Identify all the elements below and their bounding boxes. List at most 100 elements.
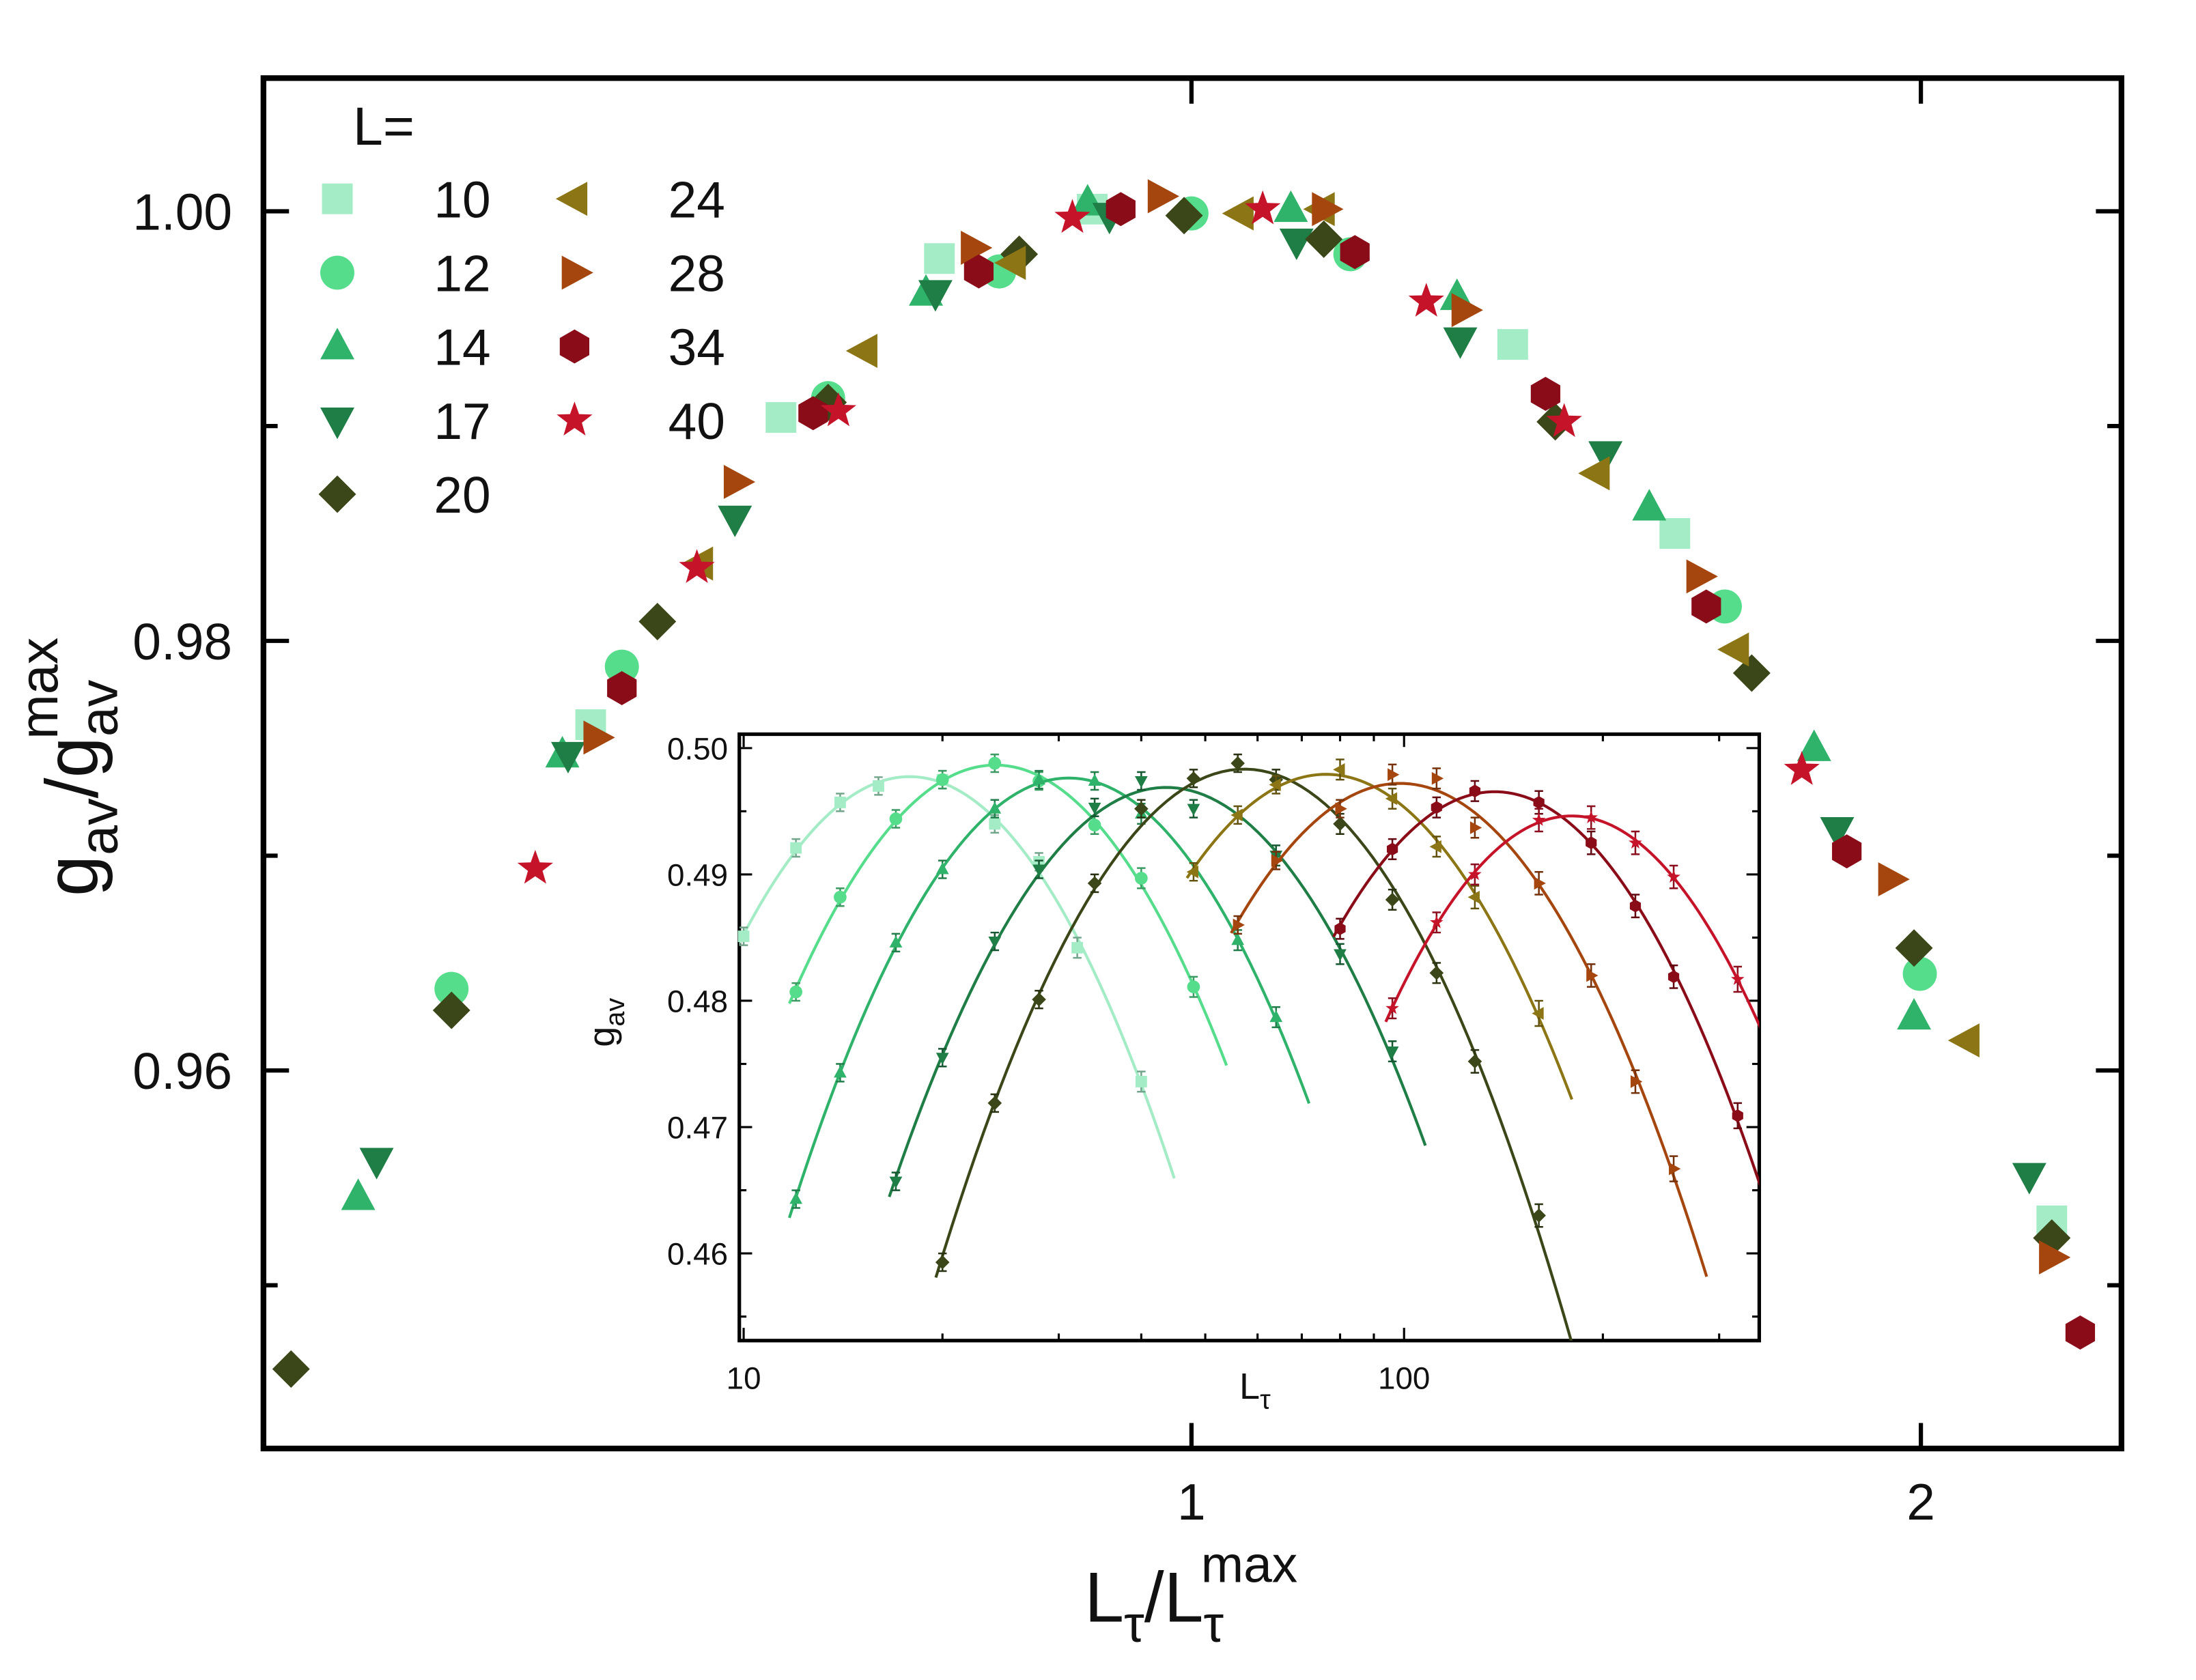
marker bbox=[1135, 775, 1148, 788]
marker bbox=[1333, 763, 1345, 776]
marker bbox=[834, 797, 846, 808]
marker bbox=[1667, 870, 1680, 883]
marker bbox=[1386, 842, 1398, 856]
marker bbox=[1630, 1075, 1643, 1088]
legend-label: 28 bbox=[668, 244, 725, 302]
marker bbox=[1534, 877, 1546, 890]
marker bbox=[1431, 801, 1442, 814]
inset-x-axis-label: Lτ bbox=[1239, 1366, 1271, 1415]
marker bbox=[1088, 818, 1101, 832]
marker bbox=[1165, 197, 1203, 235]
marker bbox=[1186, 865, 1198, 879]
marker bbox=[935, 862, 949, 874]
legend-label: 24 bbox=[668, 171, 725, 228]
marker bbox=[1087, 876, 1102, 891]
marker bbox=[723, 465, 756, 499]
marker bbox=[1586, 836, 1597, 850]
marker bbox=[1659, 518, 1691, 549]
marker bbox=[1497, 329, 1528, 360]
x-tick-label: 100 bbox=[1378, 1361, 1430, 1396]
fit-curve bbox=[1185, 773, 1573, 1100]
marker bbox=[1231, 932, 1245, 945]
x-tick-label: 2 bbox=[1906, 1473, 1935, 1530]
marker bbox=[1408, 283, 1444, 317]
fit-curve bbox=[787, 776, 1311, 1219]
marker bbox=[834, 1066, 847, 1078]
marker bbox=[1230, 756, 1245, 771]
inset-frame bbox=[737, 732, 1761, 1343]
marker bbox=[1784, 751, 1820, 785]
marker bbox=[1467, 1054, 1482, 1069]
marker bbox=[1686, 559, 1718, 594]
y-tick-label: 0.98 bbox=[132, 613, 232, 670]
legend-marker bbox=[320, 255, 354, 290]
marker bbox=[1135, 1076, 1147, 1087]
fit-curve bbox=[788, 763, 1228, 1066]
marker bbox=[989, 818, 1001, 830]
marker bbox=[679, 549, 715, 584]
legend-label: 34 bbox=[668, 319, 725, 376]
marker bbox=[789, 1192, 803, 1204]
x-tick-label: 10 bbox=[727, 1361, 761, 1396]
marker bbox=[1588, 441, 1623, 473]
marker bbox=[1429, 965, 1444, 980]
marker bbox=[1312, 192, 1344, 227]
marker bbox=[1820, 816, 1855, 849]
marker bbox=[1530, 376, 1561, 411]
fit-curve bbox=[934, 767, 1573, 1341]
label-part: L bbox=[1239, 1366, 1260, 1407]
marker bbox=[924, 243, 955, 274]
marker bbox=[2065, 1315, 2096, 1350]
marker bbox=[1245, 190, 1281, 225]
y-tick-label: 0.47 bbox=[667, 1111, 728, 1145]
marker bbox=[1469, 821, 1482, 834]
fit-curve bbox=[888, 786, 1427, 1197]
marker bbox=[918, 280, 953, 312]
marker bbox=[517, 849, 553, 884]
label-part: max bbox=[1201, 1535, 1297, 1593]
label-part: av bbox=[68, 798, 129, 855]
legend-label: 12 bbox=[434, 244, 490, 302]
label-part: av bbox=[68, 679, 129, 737]
marker bbox=[1106, 192, 1136, 227]
legend-title: L= bbox=[353, 96, 414, 156]
fit-curve bbox=[739, 775, 1176, 1179]
marker bbox=[765, 402, 797, 433]
marker bbox=[1032, 864, 1045, 877]
marker bbox=[1797, 729, 1831, 761]
fit-curve bbox=[1230, 782, 1708, 1277]
marker bbox=[359, 1148, 394, 1180]
y-tick-label: 0.46 bbox=[667, 1237, 728, 1272]
marker bbox=[1831, 834, 1862, 869]
legend-marker bbox=[557, 401, 593, 436]
marker bbox=[1629, 836, 1642, 849]
marker bbox=[1902, 956, 1937, 991]
legend-label: 17 bbox=[434, 393, 490, 450]
marker bbox=[550, 741, 585, 774]
marker bbox=[1340, 235, 1370, 270]
marker bbox=[1451, 293, 1483, 328]
marker bbox=[1385, 1046, 1399, 1059]
marker bbox=[1443, 327, 1478, 359]
legend-label: 10 bbox=[434, 171, 490, 228]
marker bbox=[1071, 941, 1084, 954]
marker bbox=[798, 396, 828, 431]
marker bbox=[935, 1053, 949, 1065]
legend-marker bbox=[318, 475, 356, 513]
legend-marker bbox=[561, 255, 593, 290]
marker bbox=[1533, 796, 1545, 809]
label-part: τ bbox=[1260, 1385, 1271, 1415]
marker bbox=[1586, 969, 1599, 982]
label-part: g bbox=[30, 855, 113, 896]
y-tick-label: 0.48 bbox=[667, 984, 728, 1019]
marker bbox=[1469, 784, 1481, 798]
marker bbox=[873, 780, 884, 792]
marker bbox=[1334, 922, 1346, 935]
marker bbox=[987, 1096, 1002, 1111]
marker bbox=[1187, 803, 1200, 816]
marker bbox=[1388, 768, 1400, 782]
marker bbox=[432, 991, 470, 1029]
marker bbox=[988, 937, 1002, 949]
